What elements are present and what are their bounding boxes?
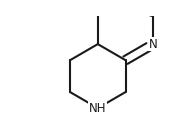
Text: N: N [121, 0, 130, 3]
Text: N: N [149, 38, 158, 51]
Text: NH: NH [89, 102, 106, 115]
